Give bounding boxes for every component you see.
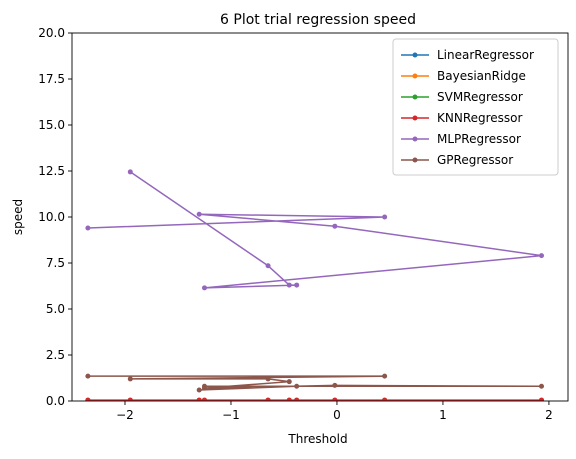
data-point-gpregressor-1	[382, 373, 388, 379]
data-point-knnregressor-0	[127, 397, 133, 401]
data-point-knnregressor-1	[85, 397, 91, 401]
data-point-gpregressor-3	[265, 376, 271, 382]
data-point-mlpregressor-7	[196, 211, 202, 217]
data-point-knnregressor-7	[382, 397, 388, 401]
data-point-mlpregressor-1	[265, 263, 271, 269]
legend-marker-svmregressor	[412, 94, 418, 100]
data-point-gpregressor-6	[332, 382, 338, 388]
series-line-mlpregressor	[87, 171, 543, 289]
x-tick-label: −1	[222, 408, 240, 422]
data-point-knnregressor-8	[539, 397, 544, 401]
data-point-mlpregressor-8	[382, 214, 388, 220]
x-tick-label: 0	[333, 408, 341, 422]
legend-label-gpregressor: GPRegressor	[437, 153, 513, 167]
legend-marker-mlpregressor	[412, 136, 418, 142]
y-tick-label: 5.0	[46, 302, 65, 316]
legend-marker-gpregressor	[412, 157, 418, 163]
data-point-gpregressor-8	[201, 383, 207, 389]
y-tick-label: 17.5	[38, 72, 65, 86]
y-axis-label: speed	[11, 199, 25, 235]
data-point-mlpregressor-6	[332, 223, 338, 229]
data-point-knnregressor-5	[265, 397, 271, 401]
x-tick-label: −2	[116, 408, 134, 422]
legend-label-mlpregressor: MLPRegressor	[437, 132, 521, 146]
legend-marker-knnregressor	[412, 115, 418, 121]
data-point-knnregressor-4	[332, 397, 338, 401]
data-point-gpregressor-7	[539, 383, 544, 389]
y-tick-label: 10.0	[38, 210, 65, 224]
legend-box	[392, 38, 559, 176]
legend-label-linearregressor: LinearRegressor	[437, 48, 534, 62]
data-point-gpregressor-9	[294, 383, 300, 389]
data-point-mlpregressor-2	[286, 282, 292, 288]
legend-label-svmregressor: SVMRegressor	[437, 90, 523, 104]
chart-title: 6 Plot trial regression speed	[220, 12, 416, 28]
x-axis-label: Threshold	[287, 432, 347, 446]
data-point-gpregressor-2	[127, 376, 133, 382]
y-tick-label: 7.5	[46, 256, 65, 270]
series-group	[85, 169, 544, 401]
legend-label-knnregressor: KNNRegressor	[437, 111, 523, 125]
y-tick-label: 2.5	[46, 348, 65, 362]
y-tick-label: 20.0	[38, 26, 65, 40]
data-point-gpregressor-10	[196, 387, 202, 393]
plot-area: −2 −1 0 1 20.02.55.07.510.012.515.017.520.0L…	[38, 26, 569, 422]
data-point-gpregressor-0	[85, 373, 91, 379]
legend-label-bayesianridge: BayesianRidge	[437, 69, 526, 83]
x-tick-label: 2	[545, 408, 553, 422]
data-point-gpregressor-4	[286, 379, 292, 385]
y-tick-label: 0.0	[46, 394, 65, 408]
legend-marker-linearregressor	[412, 52, 418, 58]
data-point-knnregressor-6	[201, 397, 207, 401]
data-point-mlpregressor-4	[201, 285, 207, 291]
legend: LinearRegressor BayesianRidge SVMRegressor…	[392, 38, 559, 176]
data-point-mlpregressor-0	[127, 169, 133, 175]
y-tick-label: 15.0	[38, 118, 65, 132]
data-point-knnregressor-2	[196, 397, 202, 401]
x-tick-label: 1	[439, 408, 447, 422]
data-point-knnregressor-9	[286, 397, 292, 401]
data-point-mlpregressor-5	[539, 253, 544, 259]
legend-marker-bayesianridge	[412, 73, 418, 79]
data-point-mlpregressor-9	[85, 225, 91, 231]
data-point-knnregressor-3	[294, 397, 300, 401]
y-tick-label: 12.5	[38, 164, 65, 178]
data-point-mlpregressor-3	[294, 282, 300, 288]
